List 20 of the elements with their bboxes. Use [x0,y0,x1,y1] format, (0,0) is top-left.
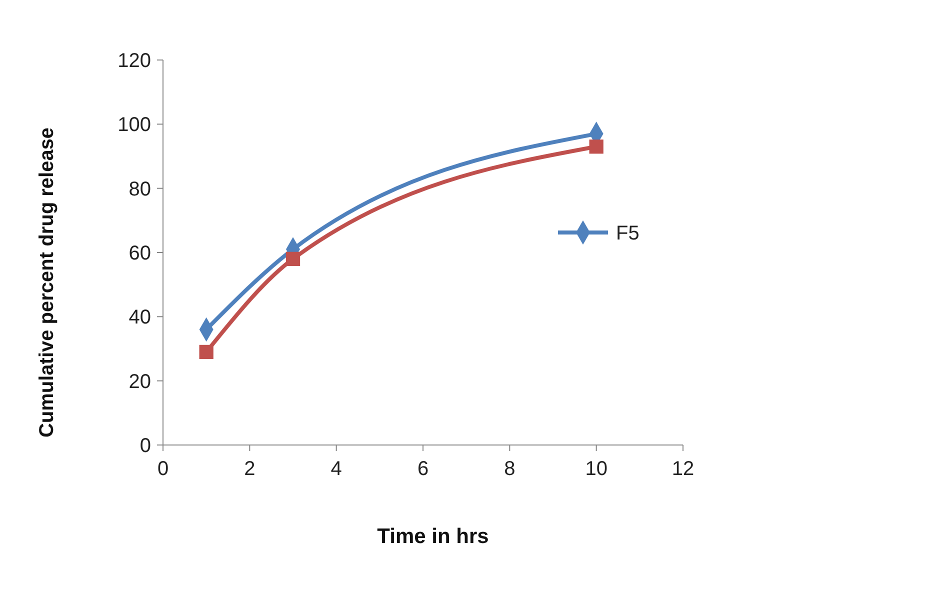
point [589,140,604,154]
x-tick-label: 0 [157,458,169,480]
y-tick-label: 0 [140,435,151,457]
y-tick-label: 20 [128,370,151,393]
x-tick-label: 2 [244,458,256,480]
y-tick-label: 100 [118,114,151,136]
y-axis-title: Cumulative percent drug release [36,127,58,438]
y-tick-label: 40 [128,306,151,329]
x-tick-label: 10 [585,458,608,480]
x-tick-label: 8 [504,458,516,480]
y-tick-label: 60 [128,242,151,264]
y-tick-label: 120 [118,50,151,72]
x-axis-title: Time in hrs [377,525,489,548]
point [199,344,214,360]
x-tick-label: 6 [417,458,429,480]
legend-label: F5 [616,222,640,244]
x-tick-label: 4 [330,458,342,480]
x-tick-label: 12 [672,458,694,480]
y-tick-label: 80 [128,178,151,200]
point [286,252,300,266]
